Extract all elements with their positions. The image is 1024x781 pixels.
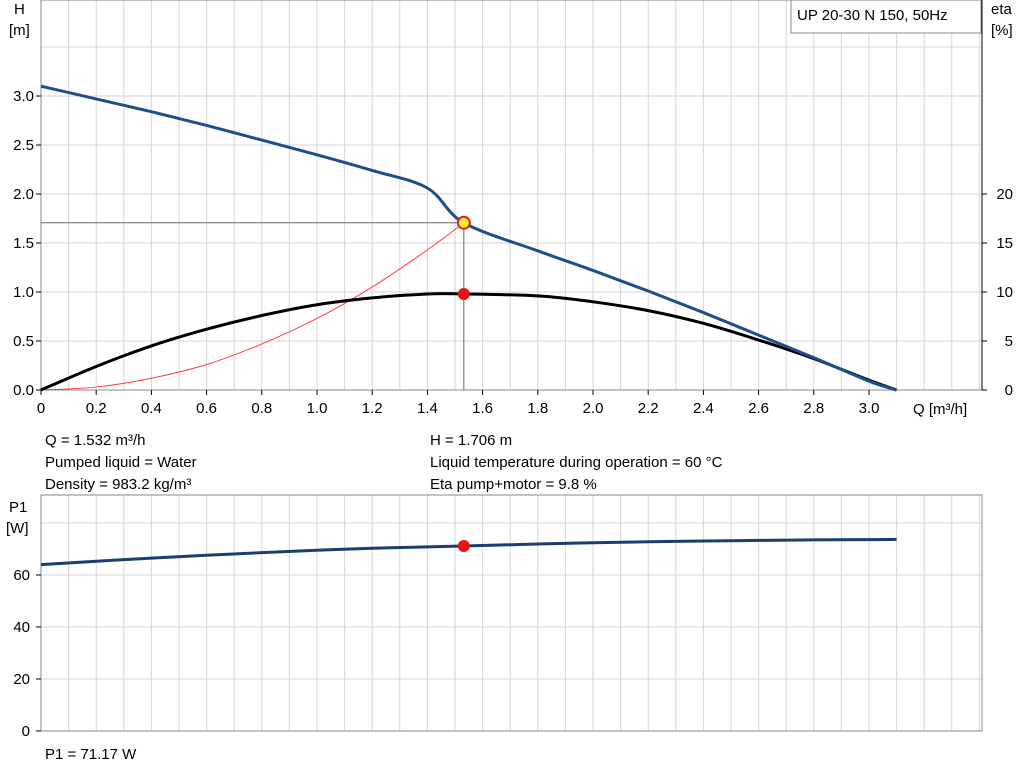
head-chart-series [40,84,898,392]
x-tick-label: 2.4 [693,400,714,417]
x-tick-label: 2.6 [748,400,769,417]
y-tick-label: 1.5 [13,235,34,252]
head-chart-ticks: 0 0.2 0.4 0.6 0.8 1.0 1.2 1.4 1.6 1.8 2.0 2.2 2.4 2.6… [13,0,1013,417]
info-temperature: Liquid temperature during operation = 60… [430,454,723,471]
power-chart-grid [41,495,982,731]
operating-point-head-marker [456,215,471,230]
x-tick-label: 3.0 [859,400,880,417]
power-chart-markers [457,539,470,552]
y-tick-label: 0.0 [13,382,34,399]
chart-title-box [790,0,982,34]
system-curve-line [40,222,465,391]
info-eta: Eta pump+motor = 9.8 % [430,476,597,493]
y-tick-label: 0 [22,723,30,740]
y-tick-label: 60 [13,567,30,584]
chart-title: UP 20-30 N 150, 50Hz [797,7,948,24]
power-chart-ticks: 0 20 40 60 [13,567,41,740]
x-tick-label: 0.6 [196,400,217,417]
y-tick-label: 20 [13,671,30,688]
y-right-tick-label: 15 [996,235,1013,252]
head-chart-grid [41,0,982,390]
y-right-tick-label: 5 [1005,333,1013,350]
info-density: Density = 983.2 kg/m³ [45,476,191,493]
power-y-label-1: P1 [9,499,27,516]
x-tick-label: 0 [37,400,45,417]
y-tick-label: 0.5 [13,333,34,350]
x-tick-label: 2.0 [583,400,604,417]
head-chart-markers [456,215,471,300]
info-power: P1 = 71.17 W [45,746,137,763]
x-tick-label: 2.2 [638,400,659,417]
y-right-tick-label: 20 [996,186,1013,203]
y-tick-label: 2.0 [13,186,34,203]
y-tick-label: 2.5 [13,137,34,154]
x-axis-label: Q [m³/h] [913,401,967,418]
operating-point-eta-marker [457,287,470,300]
x-tick-label: 1.4 [417,400,438,417]
y-axis-label-right-1: eta [991,1,1013,18]
info-flow: Q = 1.532 m³/h [45,432,145,449]
y-right-tick-label: 10 [996,284,1013,301]
efficiency-curve-line [40,292,898,392]
head-chart-frame [40,0,983,391]
y-axis-label-left-1: H [14,1,25,18]
power-y-label-2: [W] [6,520,29,537]
x-tick-label: 0.8 [251,400,272,417]
x-tick-label: 1.2 [362,400,383,417]
x-tick-label: 1.6 [472,400,493,417]
operating-point-power-marker [457,539,470,552]
x-tick-label: 2.8 [803,400,824,417]
y-tick-label: 1.0 [13,284,34,301]
info-liquid: Pumped liquid = Water [45,454,197,471]
y-axis-label-right-2: [%] [991,22,1013,39]
x-tick-label: 0.2 [86,400,107,417]
power-chart-frame [40,494,983,732]
y-axis-label-left-2: [m] [9,22,30,39]
y-tick-label: 40 [13,619,30,636]
x-tick-label: 0.4 [141,400,162,417]
x-tick-label: 1.0 [307,400,328,417]
x-tick-label: 1.8 [527,400,548,417]
y-tick-label: 3.0 [13,88,34,105]
y-right-tick-label: 0 [1005,382,1013,399]
info-head: H = 1.706 m [430,432,512,449]
